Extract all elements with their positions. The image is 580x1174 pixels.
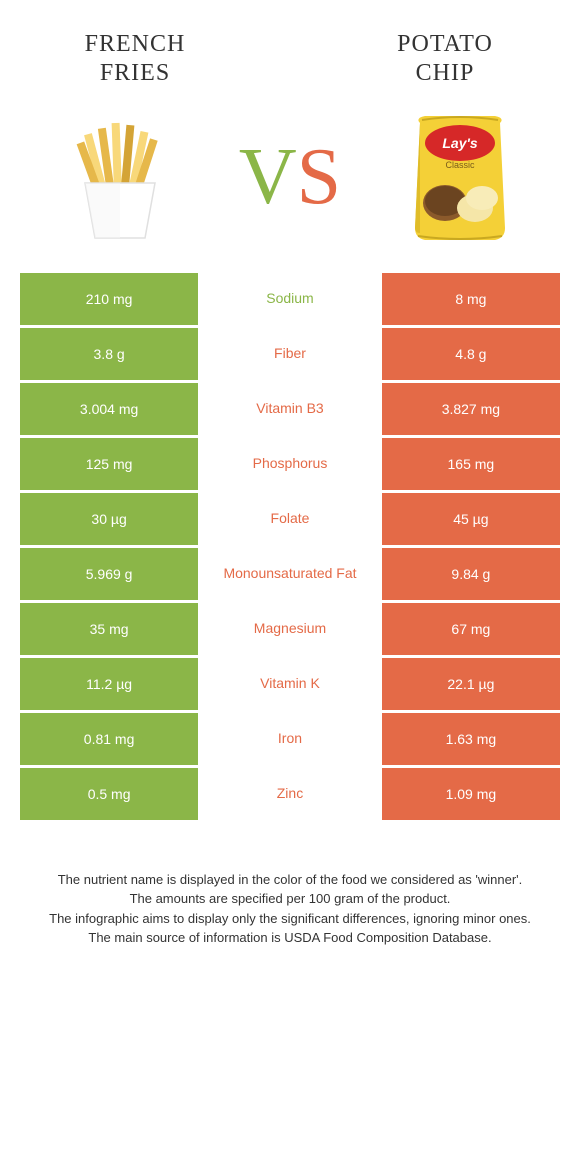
value-left: 5.969 g bbox=[20, 548, 198, 600]
value-left: 0.5 mg bbox=[20, 768, 198, 820]
food-image-right: Lay's Classic bbox=[390, 108, 530, 248]
value-left: 210 mg bbox=[20, 273, 198, 325]
nutrient-label: Vitamin B3 bbox=[198, 383, 382, 435]
food-image-left bbox=[50, 108, 190, 248]
table-row: 125 mgPhosphorus165 mg bbox=[20, 438, 560, 490]
svg-text:Classic: Classic bbox=[445, 160, 475, 170]
value-left: 3.004 mg bbox=[20, 383, 198, 435]
value-right: 3.827 mg bbox=[382, 383, 560, 435]
table-row: 210 mgSodium8 mg bbox=[20, 273, 560, 325]
image-row: VS Lay's Classic bbox=[20, 108, 560, 248]
nutrient-label: Folate bbox=[198, 493, 382, 545]
food-title-left: FrenchFries bbox=[60, 30, 210, 88]
value-right: 4.8 g bbox=[382, 328, 560, 380]
header-row: FrenchFries PotatoChip bbox=[20, 30, 560, 88]
svg-text:Lay's: Lay's bbox=[442, 135, 477, 151]
value-left: 125 mg bbox=[20, 438, 198, 490]
nutrient-label: Phosphorus bbox=[198, 438, 382, 490]
value-right: 9.84 g bbox=[382, 548, 560, 600]
value-right: 165 mg bbox=[382, 438, 560, 490]
nutrient-label: Sodium bbox=[198, 273, 382, 325]
food-title-right: PotatoChip bbox=[370, 30, 520, 88]
value-left: 35 mg bbox=[20, 603, 198, 655]
table-row: 35 mgMagnesium67 mg bbox=[20, 603, 560, 655]
vs-v: V bbox=[239, 133, 297, 221]
table-row: 3.8 gFiber4.8 g bbox=[20, 328, 560, 380]
nutrient-label: Vitamin K bbox=[198, 658, 382, 710]
table-row: 0.5 mgZinc1.09 mg bbox=[20, 768, 560, 820]
nutrient-label: Zinc bbox=[198, 768, 382, 820]
table-row: 11.2 µgVitamin K22.1 µg bbox=[20, 658, 560, 710]
value-left: 0.81 mg bbox=[20, 713, 198, 765]
potato-chip-icon: Lay's Classic bbox=[400, 108, 520, 248]
vs-s: S bbox=[297, 133, 342, 221]
value-right: 45 µg bbox=[382, 493, 560, 545]
value-right: 1.09 mg bbox=[382, 768, 560, 820]
footer-line: The nutrient name is displayed in the co… bbox=[30, 870, 550, 890]
value-left: 3.8 g bbox=[20, 328, 198, 380]
value-left: 30 µg bbox=[20, 493, 198, 545]
nutrient-label: Iron bbox=[198, 713, 382, 765]
footer-text: The nutrient name is displayed in the co… bbox=[20, 870, 560, 948]
nutrient-label: Monounsaturated Fat bbox=[198, 548, 382, 600]
footer-line: The amounts are specified per 100 gram o… bbox=[30, 889, 550, 909]
table-row: 0.81 mgIron1.63 mg bbox=[20, 713, 560, 765]
footer-line: The main source of information is USDA F… bbox=[30, 928, 550, 948]
nutrient-label: Magnesium bbox=[198, 603, 382, 655]
table-row: 5.969 gMonounsaturated Fat9.84 g bbox=[20, 548, 560, 600]
vs-label: VS bbox=[239, 132, 341, 223]
value-right: 22.1 µg bbox=[382, 658, 560, 710]
table-row: 3.004 mgVitamin B33.827 mg bbox=[20, 383, 560, 435]
value-right: 1.63 mg bbox=[382, 713, 560, 765]
nutrient-table: 210 mgSodium8 mg3.8 gFiber4.8 g3.004 mgV… bbox=[20, 273, 560, 820]
value-right: 8 mg bbox=[382, 273, 560, 325]
footer-line: The infographic aims to display only the… bbox=[30, 909, 550, 929]
french-fries-icon bbox=[55, 113, 185, 243]
value-left: 11.2 µg bbox=[20, 658, 198, 710]
table-row: 30 µgFolate45 µg bbox=[20, 493, 560, 545]
value-right: 67 mg bbox=[382, 603, 560, 655]
nutrient-label: Fiber bbox=[198, 328, 382, 380]
